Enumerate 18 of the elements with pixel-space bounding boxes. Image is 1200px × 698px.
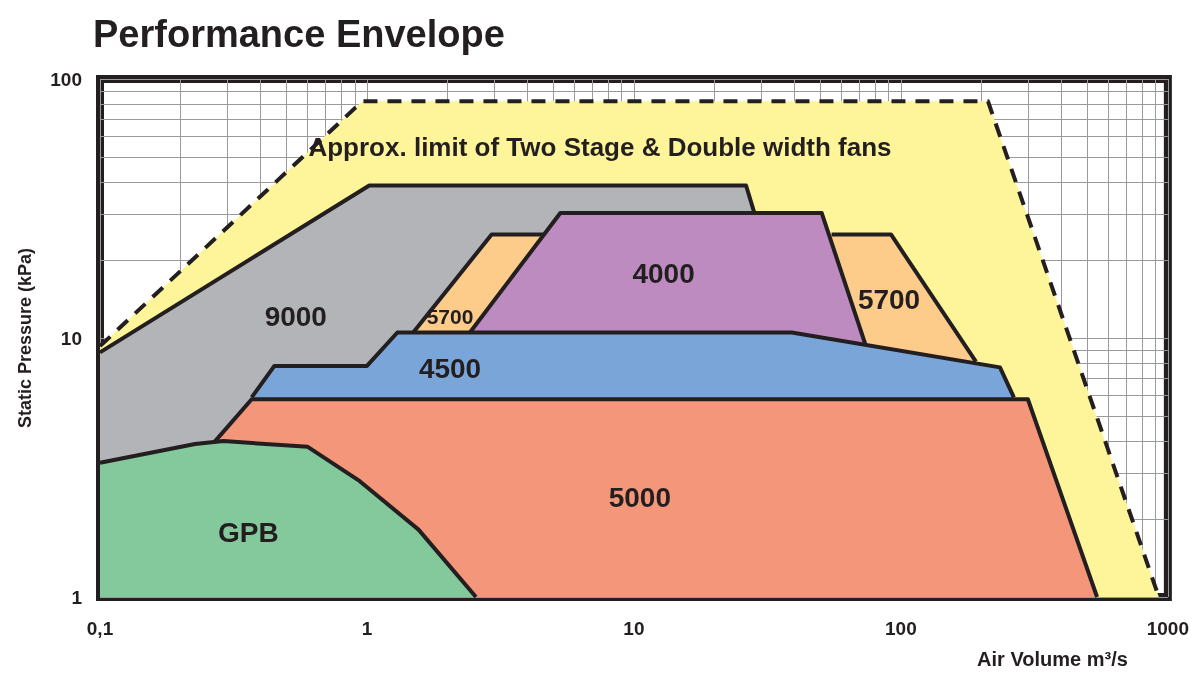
series-label: 5000 — [608, 482, 672, 514]
x-tick-label: 100 — [885, 618, 917, 639]
chart-title: Performance Envelope — [93, 13, 505, 55]
x-axis-title: Air Volume m³/s — [977, 648, 1128, 670]
series-label: 4500 — [418, 352, 482, 384]
series-label: 9000 — [264, 300, 327, 332]
series-label: 4000 — [632, 257, 695, 289]
x-tick-label: 1000 — [1146, 618, 1190, 639]
annotation: Approx. limit of Two Stage & Double width fans — [308, 132, 892, 162]
x-tick-label: 0,1 — [86, 618, 114, 639]
y-axis-title: Static Pressure (kPa) — [15, 247, 35, 429]
y-tick-label: 1 — [71, 586, 83, 608]
x-tick-label: 1 — [361, 618, 373, 639]
series-label: GPB — [217, 516, 279, 548]
x-tick-label: 10 — [623, 618, 645, 639]
y-tick-label: 100 — [50, 68, 82, 90]
series-label: 5700 — [857, 283, 921, 315]
y-tick-label: 10 — [60, 327, 82, 349]
